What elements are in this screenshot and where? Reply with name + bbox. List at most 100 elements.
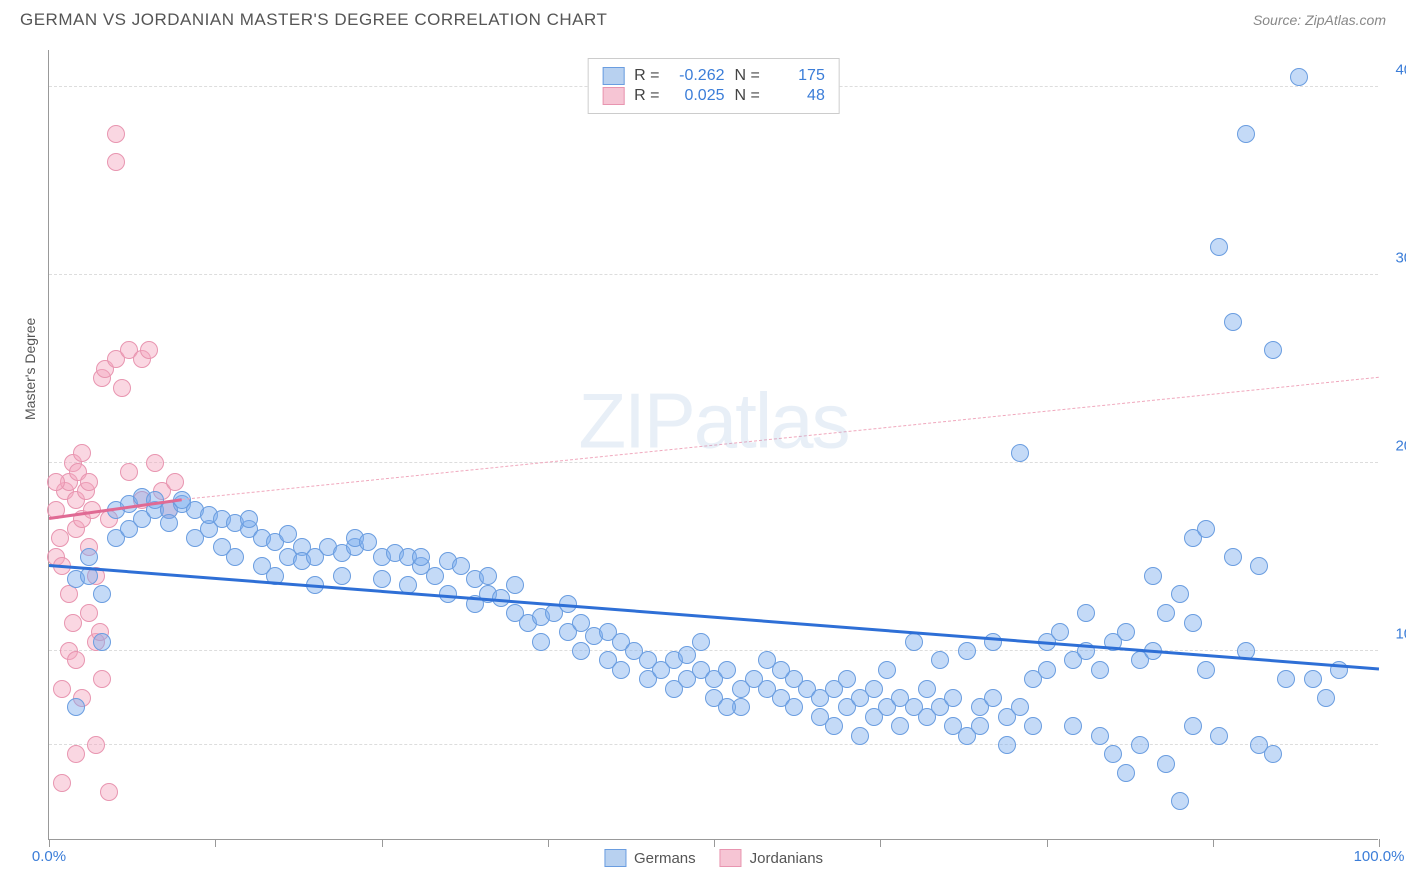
data-point (100, 783, 118, 801)
data-point (1131, 736, 1149, 754)
data-point (1064, 717, 1082, 735)
data-point (1250, 557, 1268, 575)
data-point (891, 717, 909, 735)
data-point (1184, 717, 1202, 735)
data-point (1171, 585, 1189, 603)
data-point (1011, 698, 1029, 716)
data-point (226, 548, 244, 566)
data-point (998, 736, 1016, 754)
data-point (1224, 548, 1242, 566)
swatch-germans (602, 67, 624, 85)
data-point (412, 548, 430, 566)
data-point (838, 670, 856, 688)
data-point (1038, 661, 1056, 679)
data-point (67, 651, 85, 669)
y-tick-label: 30.0% (1395, 249, 1406, 266)
data-point (1171, 792, 1189, 810)
data-point (140, 341, 158, 359)
data-point (918, 680, 936, 698)
data-point (865, 680, 883, 698)
data-point (67, 698, 85, 716)
x-tick (880, 839, 881, 847)
data-point (426, 567, 444, 585)
data-point (1210, 727, 1228, 745)
data-point (825, 717, 843, 735)
data-point (1184, 614, 1202, 632)
data-point (772, 661, 790, 679)
data-point (107, 125, 125, 143)
x-tick (382, 839, 383, 847)
trend-line (49, 564, 1379, 670)
source-attribution: Source: ZipAtlas.com (1253, 12, 1386, 28)
data-point (1224, 313, 1242, 331)
gridline (49, 650, 1378, 651)
y-axis-label: Master's Degree (22, 318, 38, 420)
data-point (1304, 670, 1322, 688)
data-point (851, 727, 869, 745)
data-point (93, 585, 111, 603)
gridline (49, 744, 1378, 745)
data-point (1290, 68, 1308, 86)
data-point (572, 642, 590, 660)
data-point (240, 510, 258, 528)
data-point (64, 614, 82, 632)
data-point (47, 473, 65, 491)
y-tick-label: 10.0% (1395, 625, 1406, 642)
swatch-jordanians-icon (720, 849, 742, 867)
x-tick (714, 839, 715, 847)
data-point (1051, 623, 1069, 641)
data-point (1197, 520, 1215, 538)
data-point (878, 661, 896, 679)
data-point (1210, 238, 1228, 256)
y-tick-label: 20.0% (1395, 437, 1406, 454)
data-point (1104, 745, 1122, 763)
data-point (1117, 764, 1135, 782)
data-point (93, 670, 111, 688)
data-point (958, 642, 976, 660)
data-point (479, 567, 497, 585)
data-point (1091, 661, 1109, 679)
y-tick-label: 40.0% (1395, 61, 1406, 78)
data-point (1091, 727, 1109, 745)
data-point (984, 689, 1002, 707)
data-point (373, 570, 391, 588)
gridline (49, 274, 1378, 275)
data-point (678, 646, 696, 664)
data-point (80, 548, 98, 566)
data-point (1157, 755, 1175, 773)
data-point (73, 444, 91, 462)
data-point (1011, 444, 1029, 462)
data-point (107, 153, 125, 171)
data-point (87, 736, 105, 754)
data-point (1117, 623, 1135, 641)
data-point (931, 651, 949, 669)
data-point (506, 576, 524, 594)
data-point (1264, 341, 1282, 359)
data-point (944, 689, 962, 707)
trend-line (182, 377, 1379, 500)
x-tick (1213, 839, 1214, 847)
data-point (905, 633, 923, 651)
data-point (80, 604, 98, 622)
data-point (160, 514, 178, 532)
data-point (1144, 567, 1162, 585)
watermark-text: ZIPatlas (578, 375, 848, 466)
x-tick (49, 839, 50, 847)
legend-row-germans: R = -0.262 N = 175 (602, 67, 825, 85)
data-point (1157, 604, 1175, 622)
legend-item-jordanians: Jordanians (720, 849, 823, 867)
x-tick (1047, 839, 1048, 847)
data-point (1237, 125, 1255, 143)
data-point (359, 533, 377, 551)
data-point (984, 633, 1002, 651)
data-point (1197, 661, 1215, 679)
x-tick-label: 100.0% (1354, 848, 1405, 865)
chart-header: GERMAN VS JORDANIAN MASTER'S DEGREE CORR… (0, 0, 1406, 35)
data-point (80, 473, 98, 491)
data-point (1250, 736, 1268, 754)
data-point (1077, 604, 1095, 622)
swatch-germans-icon (604, 849, 626, 867)
data-point (692, 633, 710, 651)
data-point (1277, 670, 1295, 688)
data-point (67, 745, 85, 763)
